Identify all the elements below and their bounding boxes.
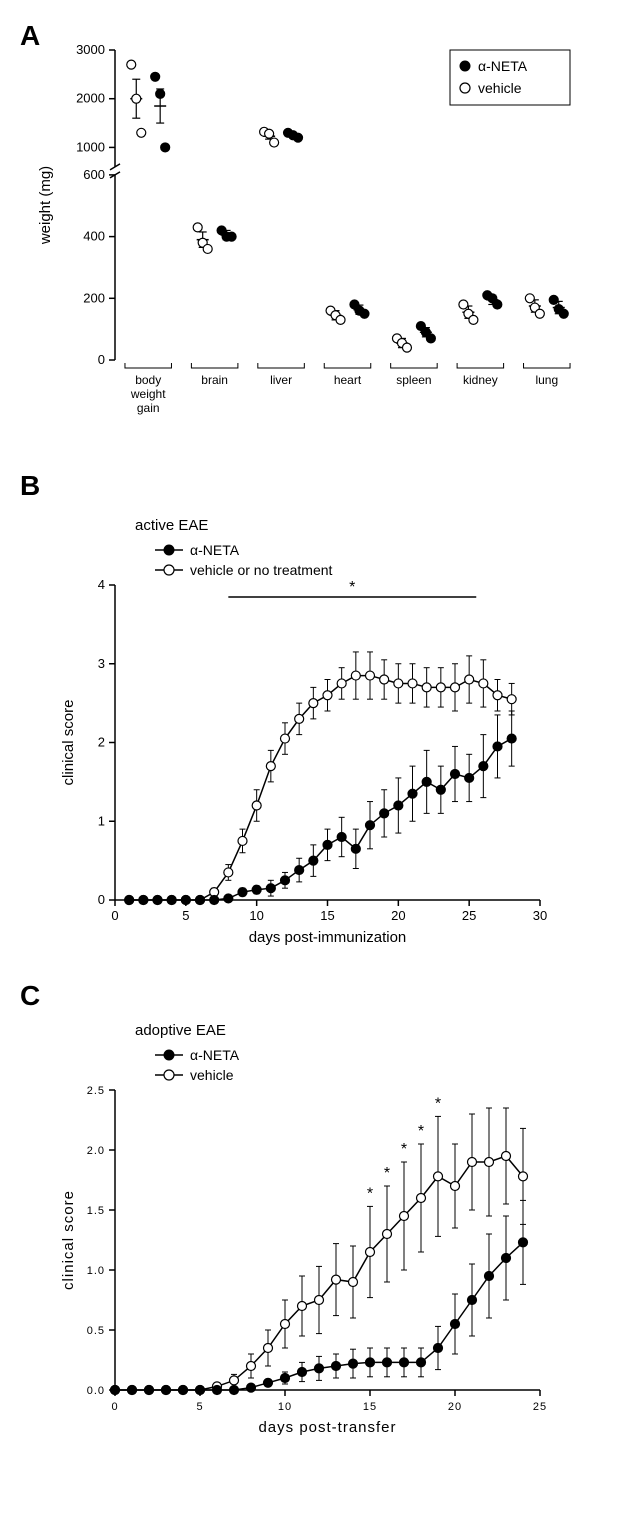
svg-text:5: 5	[196, 1401, 203, 1413]
svg-text:days post-transfer: days post-transfer	[258, 1419, 396, 1436]
svg-text:0.0: 0.0	[87, 1385, 105, 1397]
svg-text:1.0: 1.0	[87, 1265, 105, 1277]
svg-text:heart: heart	[334, 373, 362, 387]
panel-c-chart: adoptive EAE α-NETA vehicle 0 5 10 15 20 25 0.0 0.…	[20, 980, 599, 1450]
svg-text:0: 0	[98, 892, 105, 907]
svg-text:25: 25	[533, 1401, 547, 1413]
panel-b: B active EAE α-NETA vehicle or no treatmen…	[20, 470, 599, 960]
svg-text:clinical score: clinical score	[60, 700, 77, 786]
svg-text:200: 200	[83, 290, 105, 305]
panel-c-label: C	[20, 980, 40, 1012]
svg-text:400: 400	[83, 229, 105, 244]
panel-a-chart: 0 200 400 600 1000 2000 3000 weight (mg) bodywei…	[20, 20, 599, 450]
svg-text:2000: 2000	[76, 91, 105, 106]
svg-text:α-NETA: α-NETA	[190, 1047, 240, 1063]
svg-text:*: *	[349, 579, 355, 596]
svg-text:brain: brain	[201, 373, 228, 387]
svg-text:1.5: 1.5	[87, 1205, 105, 1217]
svg-text:vehicle or no treatment: vehicle or no treatment	[190, 562, 333, 578]
svg-text:weight: weight	[130, 387, 166, 401]
svg-text:α-NETA: α-NETA	[190, 542, 240, 558]
svg-text:1: 1	[98, 813, 105, 828]
svg-text:20: 20	[391, 908, 405, 923]
svg-text:0.5: 0.5	[87, 1325, 105, 1337]
svg-text:4: 4	[98, 577, 105, 592]
svg-text:*: *	[384, 1165, 390, 1182]
svg-text:5: 5	[182, 908, 189, 923]
svg-text:*: *	[435, 1095, 441, 1112]
svg-text:10: 10	[249, 908, 263, 923]
panel-a-label: A	[20, 20, 40, 52]
svg-text:weight (mg): weight (mg)	[37, 166, 54, 245]
svg-text:spleen: spleen	[396, 373, 431, 387]
svg-text:25: 25	[462, 908, 476, 923]
svg-text:2: 2	[98, 735, 105, 750]
svg-text:1000: 1000	[76, 139, 105, 154]
panel-b-label: B	[20, 470, 40, 502]
svg-text:2.0: 2.0	[87, 1145, 105, 1157]
svg-text:30: 30	[533, 908, 547, 923]
svg-text:600: 600	[83, 167, 105, 182]
svg-text:15: 15	[320, 908, 334, 923]
svg-text:20: 20	[448, 1401, 462, 1413]
svg-text:0: 0	[111, 908, 118, 923]
svg-text:clinical score: clinical score	[60, 1190, 77, 1290]
svg-text:*: *	[418, 1123, 424, 1140]
svg-text:liver: liver	[270, 373, 292, 387]
svg-text:active EAE: active EAE	[135, 517, 208, 534]
figure: A 0200400600100020003000weight (mg)bodyw…	[20, 20, 599, 1450]
svg-text:3: 3	[98, 656, 105, 671]
svg-text:3000: 3000	[76, 42, 105, 57]
svg-text:vehicle: vehicle	[190, 1067, 234, 1083]
svg-text:lung: lung	[535, 373, 558, 387]
svg-text:*: *	[367, 1185, 373, 1202]
svg-text:kidney: kidney	[463, 373, 498, 387]
svg-text:gain: gain	[137, 401, 160, 415]
svg-text:body: body	[135, 373, 161, 387]
svg-text:adoptive EAE: adoptive EAE	[135, 1022, 226, 1039]
panel-b-chart: active EAE α-NETA vehicle or no treatment 0…	[20, 470, 599, 960]
panel-c: C adoptive EAE α-NETA vehicle 0 5 10 15 20 25 0.0…	[20, 980, 599, 1450]
svg-text:*: *	[401, 1141, 407, 1158]
svg-text:2.5: 2.5	[87, 1085, 105, 1097]
panel-a: A 0 200 400 600 1000 2000 3000 weight (mg) bodyw…	[20, 20, 599, 450]
svg-text:vehicle: vehicle	[478, 80, 522, 96]
svg-text:15: 15	[363, 1401, 377, 1413]
svg-text:0: 0	[98, 352, 105, 367]
svg-text:α-NETA: α-NETA	[478, 58, 528, 74]
svg-text:0: 0	[111, 1401, 118, 1413]
svg-text:10: 10	[278, 1401, 292, 1413]
svg-text:days post-immunization: days post-immunization	[249, 929, 407, 946]
